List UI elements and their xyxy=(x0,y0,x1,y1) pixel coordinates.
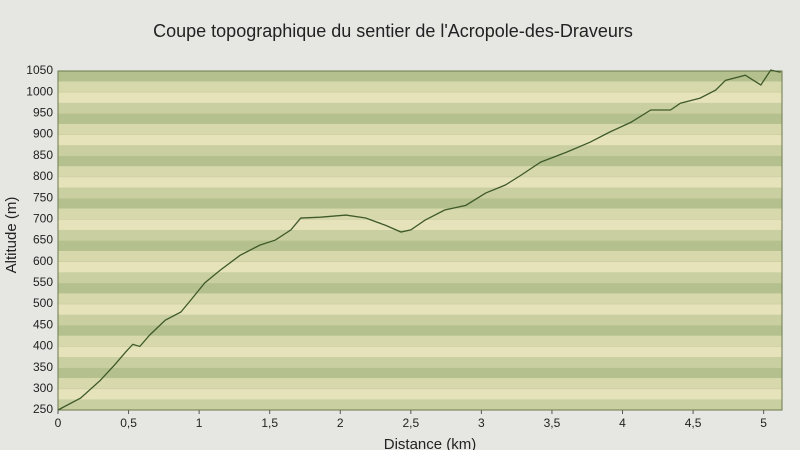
y-tick-label: 900 xyxy=(33,127,53,141)
y-tick-label: 800 xyxy=(33,169,53,183)
chart-title: Coupe topographique du sentier de l'Acro… xyxy=(153,21,633,41)
band xyxy=(58,123,782,135)
band xyxy=(58,325,782,336)
plot-frame xyxy=(57,70,783,411)
band xyxy=(58,304,782,315)
line xyxy=(57,69,781,411)
x-tick-label: 0,5 xyxy=(120,416,137,430)
x-tick-label: 1,5 xyxy=(261,416,278,430)
band xyxy=(58,335,782,347)
y-tick-label: 1050 xyxy=(26,63,53,77)
x-tick-label: 4 xyxy=(619,416,626,430)
band xyxy=(58,198,782,209)
x-axis-label: Distance (km) xyxy=(384,436,477,450)
band xyxy=(58,92,782,103)
band xyxy=(58,134,782,146)
band xyxy=(58,208,782,220)
band xyxy=(58,155,782,167)
y-tick-label: 950 xyxy=(33,106,53,120)
x-tick-label: 3 xyxy=(478,416,485,430)
band xyxy=(58,293,782,305)
y-tick-label: 250 xyxy=(33,402,53,416)
band xyxy=(58,240,782,252)
band xyxy=(58,176,782,188)
y-tick-label: 300 xyxy=(33,381,53,395)
band xyxy=(58,282,782,294)
band xyxy=(58,113,782,124)
y-axis-label: Altitude (m) xyxy=(3,197,20,274)
band xyxy=(58,399,782,410)
y-tick-label: 700 xyxy=(33,211,53,225)
band xyxy=(58,102,782,114)
band xyxy=(58,357,782,368)
x-tick-label: 2,5 xyxy=(402,416,419,430)
x-tick-label: 0 xyxy=(55,416,62,430)
band xyxy=(58,145,782,156)
band xyxy=(58,261,782,273)
y-tick-label: 1000 xyxy=(26,84,53,98)
x-tick-label: 4,5 xyxy=(685,416,702,430)
band xyxy=(58,388,782,400)
band xyxy=(58,219,782,230)
band xyxy=(58,71,782,82)
y-tick-label: 500 xyxy=(33,296,53,310)
y-tick-label: 850 xyxy=(33,148,53,162)
y-tick-label: 550 xyxy=(33,275,53,289)
band xyxy=(58,251,782,262)
x-tick-label: 3,5 xyxy=(544,416,561,430)
x-tick-label: 5 xyxy=(760,416,767,430)
x-tick-label: 1 xyxy=(196,416,203,430)
y-tick-label: 450 xyxy=(33,317,53,331)
y-tick-label: 400 xyxy=(33,339,53,353)
y-tick-label: 650 xyxy=(33,233,53,247)
y-tick-label: 600 xyxy=(33,254,53,268)
y-tick-label: 750 xyxy=(33,190,53,204)
y-tick-label: 350 xyxy=(33,360,53,374)
band xyxy=(58,346,782,358)
band xyxy=(58,166,782,177)
band xyxy=(58,367,782,379)
band xyxy=(58,314,782,326)
band xyxy=(58,229,782,241)
band xyxy=(58,187,782,199)
x-tick-label: 2 xyxy=(337,416,344,430)
band xyxy=(58,81,782,93)
band xyxy=(58,378,782,389)
band xyxy=(58,272,782,283)
